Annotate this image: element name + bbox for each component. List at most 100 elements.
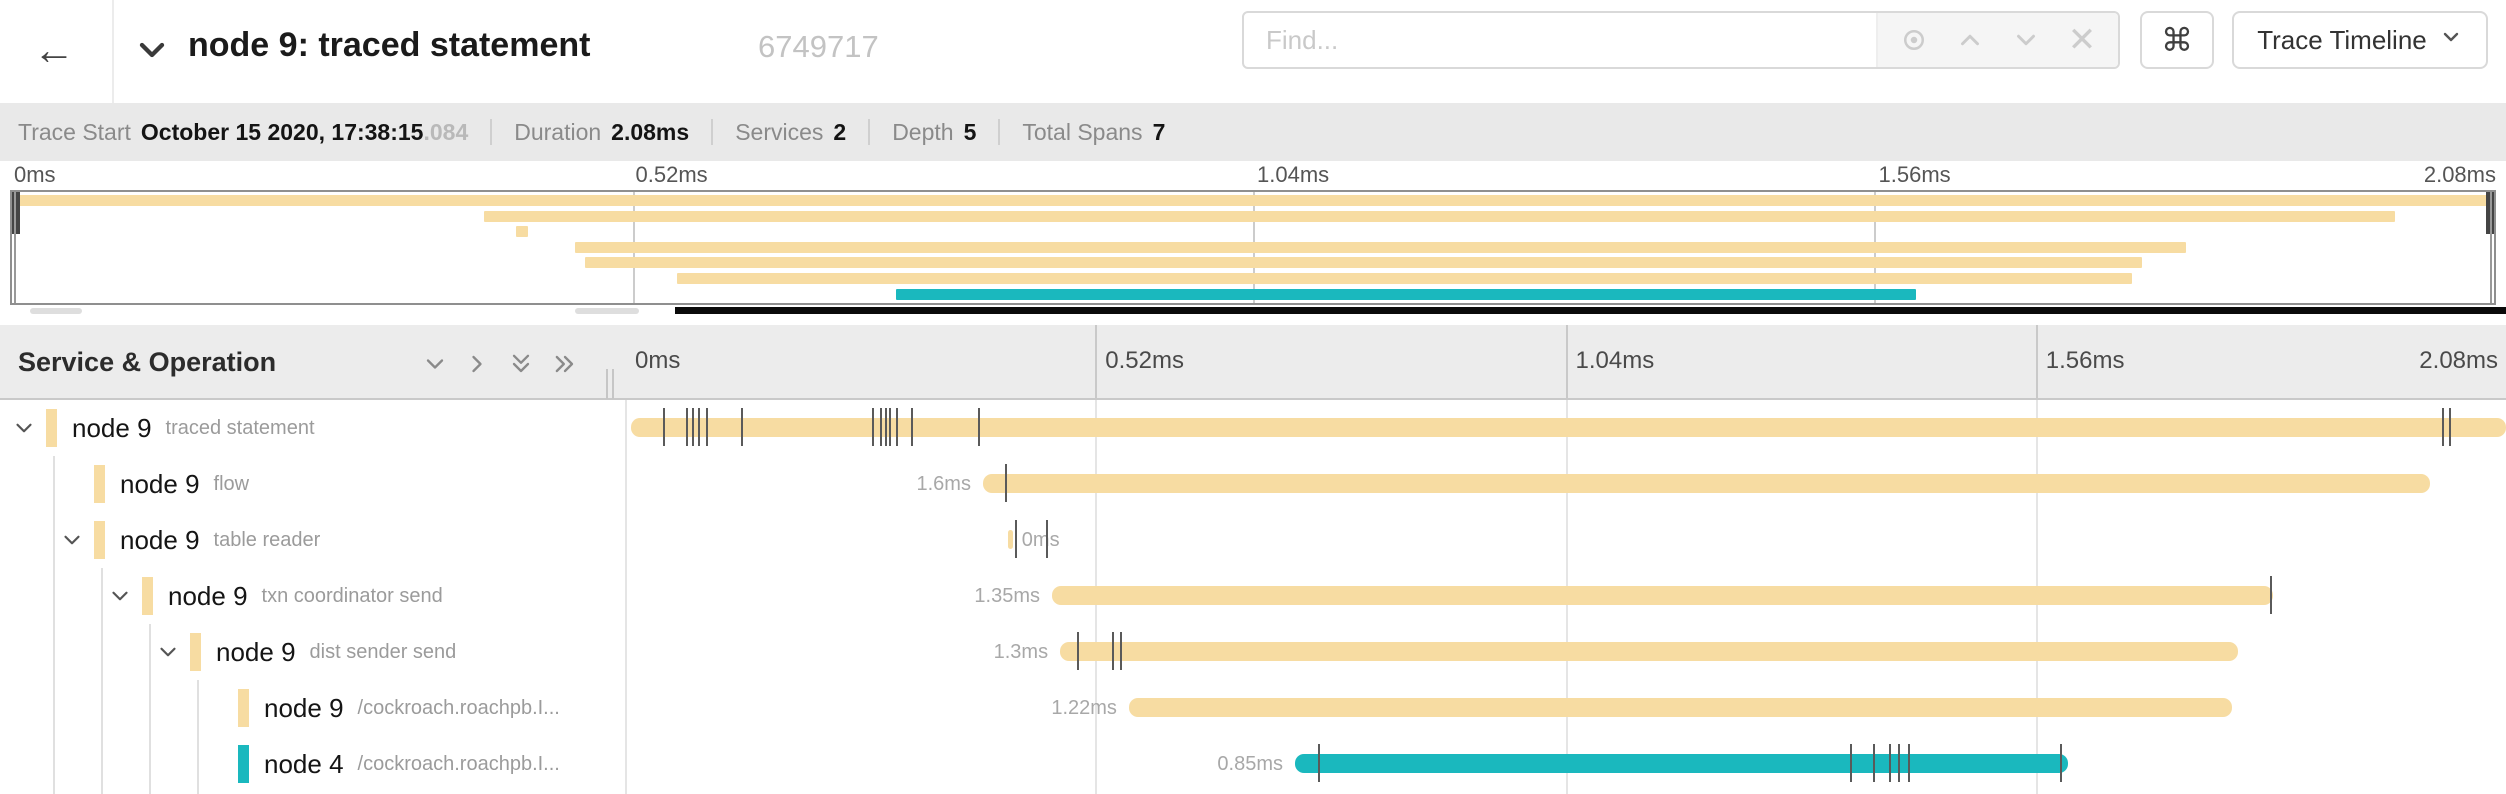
service-color-bar <box>94 465 105 503</box>
minimap-canvas[interactable] <box>10 190 2496 305</box>
find-next-icon[interactable] <box>2006 20 2046 60</box>
span-log-tick <box>1888 744 1891 782</box>
span-row: node 9 table reader 0ms <box>0 512 2506 568</box>
span-log-tick <box>978 408 980 446</box>
minimap-span-bar <box>12 195 2494 206</box>
service-color-bar <box>46 409 57 447</box>
span-log-tick <box>1111 632 1114 670</box>
summary-suffix: .084 <box>423 118 469 145</box>
span-bar[interactable] <box>1007 530 1014 549</box>
trace-summary-bar: Trace Start October 15 2020, 17:38:15.084… <box>0 103 2506 161</box>
timeline-header-ruler: 0ms 0.52ms 1.04ms 1.56ms 2.08ms <box>625 325 2506 400</box>
expand-all-icon[interactable] <box>550 349 580 379</box>
span-name-group[interactable]: node 9/cockroach.roachpb.I... <box>264 680 560 736</box>
minimap-tick-label: 1.56ms <box>1878 162 1951 187</box>
minimap-scroll-thumb[interactable] <box>675 307 2506 314</box>
summary-value: 7 <box>1152 118 1166 145</box>
span-collapse-chevron-icon[interactable] <box>154 638 182 666</box>
minimap-left-scrubber[interactable] <box>12 192 20 234</box>
span-collapse-chevron-icon[interactable] <box>10 414 38 442</box>
service-name: node 9 <box>168 580 248 611</box>
service-name: node 9 <box>120 524 200 555</box>
minimap-right-scrub-line <box>2490 192 2492 303</box>
span-tree-cell: node 9 txn coordinator send <box>0 568 625 624</box>
summary-item: Total Spans 7 <box>1022 119 1165 146</box>
span-log-tick <box>1005 464 1008 502</box>
span-duration-label: 1.35ms <box>974 584 1040 607</box>
span-name-group[interactable]: node 9 table reader <box>120 512 320 568</box>
span-name-group[interactable]: node 9 traced statement <box>72 400 315 456</box>
span-log-tick <box>885 408 888 446</box>
span-log-tick <box>1076 632 1079 670</box>
span-log-tick <box>911 408 914 446</box>
span-log-tick <box>740 408 743 446</box>
collapse-one-icon[interactable] <box>420 349 450 379</box>
summary-item: Trace Start October 15 2020, 17:38:15.084 <box>18 119 468 146</box>
tree-depth-guide <box>149 624 151 794</box>
span-name-group[interactable]: node 4/cockroach.roachpb.I... <box>264 736 560 792</box>
span-row: node 9 dist sender send 1.3ms <box>0 624 2506 680</box>
service-name: node 9 <box>72 412 152 443</box>
summary-value: 2 <box>833 118 847 145</box>
span-log-tick <box>880 408 882 446</box>
summary-value: 5 <box>963 118 977 145</box>
span-timeline-cell <box>625 400 2506 456</box>
chevron-down-icon <box>2439 25 2463 56</box>
minimap-scroll-segment[interactable] <box>575 308 639 314</box>
minimap-scroll-segment[interactable] <box>30 308 82 314</box>
span-bar[interactable] <box>1060 642 2238 661</box>
span-name-group[interactable]: node 9 dist sender send <box>216 624 456 680</box>
service-name: node 4 <box>264 748 344 779</box>
minimap-span-bar <box>895 288 1916 300</box>
span-duration-label: 1.22ms <box>1051 696 1117 719</box>
span-name-group[interactable]: node 9 flow <box>120 456 249 512</box>
service-color-bar <box>190 633 201 671</box>
summary-value: 2.08ms <box>611 118 690 145</box>
span-bar[interactable] <box>1295 754 2068 773</box>
view-selector-label: Trace Timeline <box>2257 24 2427 55</box>
locate-icon[interactable] <box>1894 20 1934 60</box>
summary-item: Duration 2.08ms <box>514 119 689 146</box>
span-bar[interactable] <box>1051 586 2273 605</box>
summary-separator <box>711 119 714 145</box>
find-input[interactable] <box>1244 13 1876 67</box>
span-log-tick <box>1898 744 1900 782</box>
trace-view-selector[interactable]: Trace Timeline <box>2232 11 2488 69</box>
operation-name: dist sender send <box>309 640 457 663</box>
span-bar[interactable] <box>982 474 2430 493</box>
span-bar[interactable] <box>1128 698 2232 717</box>
find-prev-icon[interactable] <box>1950 20 1990 60</box>
column-resize-grip[interactable] <box>606 369 618 399</box>
span-log-tick <box>895 408 898 446</box>
span-timeline-cell: 1.3ms <box>625 624 2506 680</box>
span-name-group[interactable]: node 9 txn coordinator send <box>168 568 443 624</box>
collapse-trace-chevron-icon[interactable] <box>132 30 172 75</box>
span-tree-cell: node 9 flow <box>0 456 625 512</box>
clear-find-icon[interactable]: ✕ <box>2067 21 2097 59</box>
ruler-column-border <box>1095 325 1098 400</box>
operation-name: table reader <box>213 528 321 551</box>
find-controls: ✕ <box>1876 13 2118 67</box>
span-log-tick <box>2270 576 2273 614</box>
keyboard-shortcuts-button[interactable]: ⌘ <box>2140 11 2214 69</box>
span-collapse-chevron-icon[interactable] <box>58 526 86 554</box>
collapse-all-icon[interactable] <box>506 349 536 379</box>
span-tree-cell: node 9/cockroach.roachpb.I... <box>0 680 625 736</box>
span-log-tick <box>706 408 708 446</box>
timeline-tick-label: 1.04ms <box>1575 347 1655 374</box>
span-log-tick <box>1318 744 1321 782</box>
span-log-tick <box>871 408 874 446</box>
span-duration-label: 1.6ms <box>916 472 971 495</box>
span-bar[interactable] <box>630 418 2506 437</box>
service-color-bar <box>238 745 249 783</box>
span-duration-label: 0.85ms <box>1217 752 1284 775</box>
expand-one-icon[interactable] <box>462 349 492 379</box>
span-timeline-cell: 1.35ms <box>625 568 2506 624</box>
span-collapse-chevron-icon[interactable] <box>106 582 134 610</box>
timeline-tick-label: 0.52ms <box>1105 347 1184 374</box>
header: ← node 9: traced statement 6749717 ✕ ⌘ T… <box>0 0 2506 103</box>
service-operation-header: Service & Operation <box>18 347 277 377</box>
back-button[interactable]: ← <box>14 18 94 82</box>
timeline-tick-label: 2.08ms <box>2419 347 2498 374</box>
